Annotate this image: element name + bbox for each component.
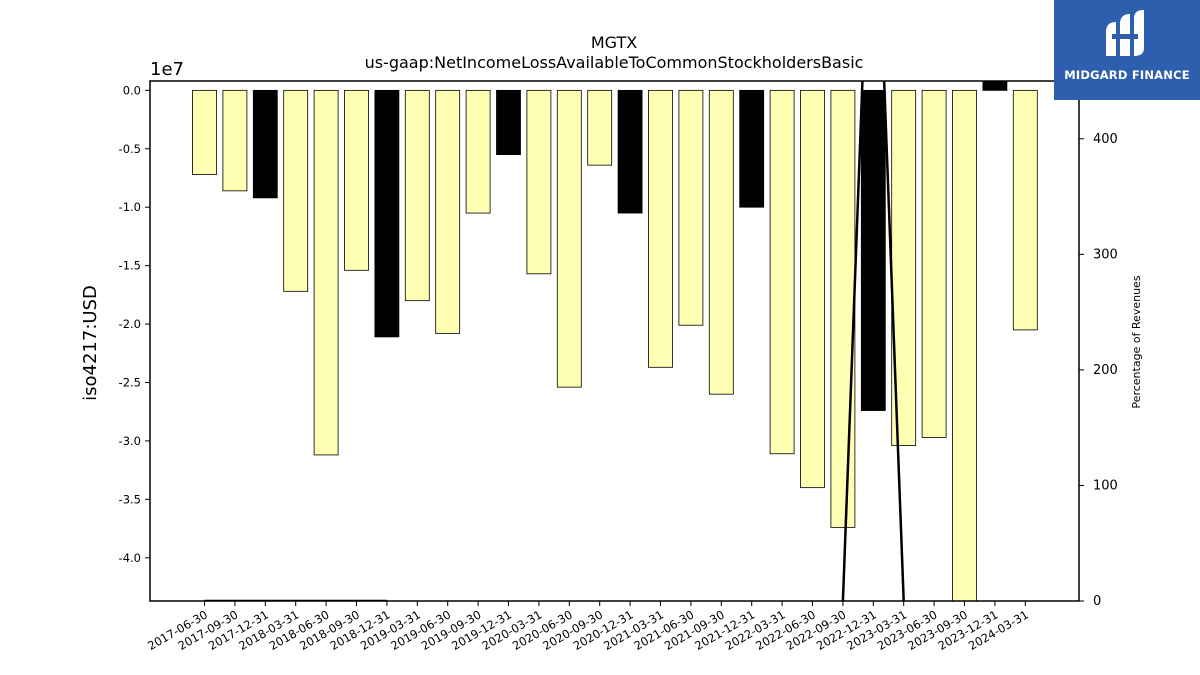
y2-tick-label: 0 [1093,594,1101,609]
plot-frame [149,80,1080,602]
bars [192,80,1038,602]
bar-2022-03-31 [769,89,795,455]
bar-2022-09-30 [830,89,856,528]
y2-axis: 0 100 200 300 400 [1079,132,1118,609]
pct-revenue-line-path [204,81,905,601]
chart-subtitle: us-gaap:NetIncomeLossAvailableToCommonSt… [365,53,864,72]
brand-logo: MIDGARD FINANCE [1054,0,1200,100]
bar-2023-09-30 [952,89,977,602]
y-tick-label: -3.0 [119,434,141,448]
bar-2019-09-30 [465,89,491,214]
bar-2020-12-31 [617,89,643,214]
y2-tick-label: 200 [1093,363,1118,378]
y-axis-label: iso4217:USD [80,285,101,401]
y-tick-label: -2.0 [119,317,141,331]
bar-2020-03-31 [526,89,552,275]
y2-tick-label: 100 [1093,478,1118,493]
y-tick-label: -2.5 [119,375,141,389]
bar-2018-03-31 [283,89,309,292]
bar-2021-06-30 [678,89,704,326]
y-tick-label: -4.0 [119,551,141,565]
bar-2019-12-31 [496,89,521,156]
bar-2018-09-30 [344,89,369,271]
chart-title: MGTX [591,33,637,52]
bar-2017-06-30 [192,89,217,175]
bar-2020-06-30 [556,89,582,388]
bar-2021-12-31 [739,89,765,208]
bar-2017-09-30 [222,89,248,192]
logo-text: MIDGARD FINANCE [1064,68,1190,82]
logo-icon [1106,10,1144,56]
bar-2023-06-30 [921,89,947,438]
y-tick-label: -3.5 [119,492,141,506]
bar-2018-06-30 [313,89,339,456]
bar-2021-09-30 [708,89,734,395]
y2-tick-label: 400 [1093,132,1118,147]
bar-2022-06-30 [800,89,825,489]
bar-2021-03-31 [648,89,673,368]
bar-2019-03-31 [404,89,430,302]
x-axis: 2017-06-302017-09-302017-12-312018-03-31… [145,601,1031,653]
y2-axis-label: Percentage of Revenues [1130,275,1143,408]
y-tick-label: 0.0 [123,83,141,97]
y-axis: 0.0 -0.5 -1.0 -1.5 -2.0 -2.5 -3.0 -3.5 -4.0 [119,83,150,565]
pct-revenue-line [204,81,905,601]
y-offset-label: 1e7 [150,59,184,80]
bar-2020-09-30 [587,89,613,166]
y-tick-label: -1.0 [119,200,141,214]
bar-2023-12-31 [982,80,1008,91]
bar-2024-03-31 [1012,89,1038,331]
y-tick-label: -1.5 [119,259,141,273]
bar-2018-12-31 [374,89,400,338]
y2-tick-label: 300 [1093,247,1118,262]
bar-2022-12-31 [860,89,886,411]
bar-2017-12-31 [252,89,278,199]
bar-2019-06-30 [435,89,461,334]
y-tick-label: -0.5 [119,142,141,156]
